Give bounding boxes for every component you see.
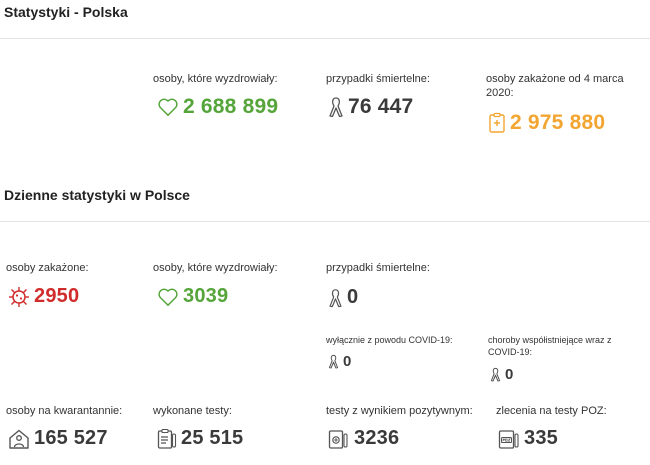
infected-total: 2 975 880	[488, 111, 605, 135]
covid-only-value: 0	[343, 353, 352, 370]
comorbid-label: choroby współistniejące wraz z COVID-19:	[488, 335, 612, 357]
house-person-icon	[8, 428, 30, 450]
quarantine-value: 165 527	[34, 427, 108, 449]
daily-infected-value: 2950	[34, 285, 80, 307]
page-title: Statystyki - Polska	[4, 4, 128, 20]
ribbon-icon	[328, 354, 339, 369]
daily-deaths: 0	[328, 286, 358, 309]
virus-icon	[8, 286, 30, 308]
tests: 25 515	[157, 427, 243, 450]
daily-section-title: Dzienne statystyki w Polsce	[4, 187, 190, 203]
positive-tests-value: 3236	[354, 427, 400, 449]
deaths-total: 76 447	[328, 95, 413, 119]
poz-orders-label: zlecenia na testy POZ:	[496, 405, 607, 417]
divider	[0, 38, 650, 39]
divider	[0, 221, 650, 222]
heart-icon	[157, 97, 179, 117]
tests-value: 25 515	[181, 427, 244, 449]
quarantine-label: osoby na kwarantannie:	[6, 405, 123, 417]
deaths-total-label: przypadki śmiertelne:	[326, 73, 430, 85]
comorbid-value: 0	[505, 366, 514, 383]
test-clipboard-icon	[157, 428, 177, 450]
recovered-total: 2 688 899	[157, 95, 278, 119]
recovered-total-label: osoby, które wyzdrowiały:	[153, 73, 278, 85]
deaths-total-value: 76 447	[348, 95, 414, 118]
poz-icon	[498, 428, 520, 450]
heart-icon	[157, 287, 179, 307]
covid-only: 0	[328, 353, 352, 370]
recovered-total-value: 2 688 899	[183, 95, 279, 118]
covid-only-label: wyłącznie z powodu COVID-19:	[326, 335, 453, 345]
poz-orders: 335	[498, 427, 558, 450]
positive-tests: 3236	[328, 427, 399, 450]
positive-test-icon	[328, 428, 350, 450]
tests-label: wykonane testy:	[153, 405, 232, 417]
daily-recovered-label: osoby, które wyzdrowiały:	[153, 262, 278, 274]
daily-deaths-value: 0	[347, 286, 359, 308]
ribbon-icon	[490, 367, 501, 382]
daily-recovered-value: 3039	[183, 285, 229, 307]
positive-tests-label: testy z wynikiem pozytywnym:	[326, 405, 473, 417]
daily-deaths-label: przypadki śmiertelne:	[326, 262, 430, 274]
daily-recovered: 3039	[157, 285, 228, 308]
daily-infected: 2950	[8, 285, 79, 308]
daily-infected-label: osoby zakażone:	[6, 262, 89, 274]
infected-total-value: 2 975 880	[510, 111, 606, 134]
quarantine: 165 527	[8, 427, 108, 450]
infected-total-label: osoby zakażone od 4 marca 2020:	[486, 73, 624, 99]
comorbid: 0	[490, 366, 514, 383]
poz-orders-value: 335	[524, 427, 558, 449]
ribbon-icon	[328, 288, 343, 308]
ribbon-icon	[328, 96, 344, 118]
clipboard-medical-icon	[488, 112, 506, 134]
